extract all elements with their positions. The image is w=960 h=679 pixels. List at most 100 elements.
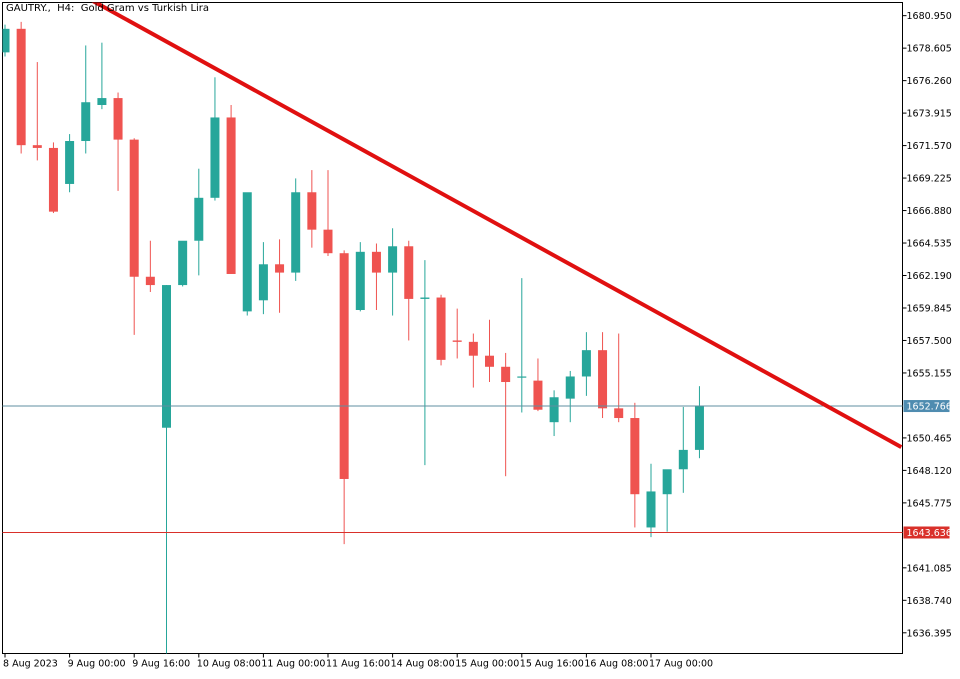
y-tick-label: 1664.535 bbox=[907, 239, 952, 250]
candle-body bbox=[355, 251, 365, 310]
x-tick-label: 11 Aug 16:00 bbox=[326, 659, 390, 670]
bullish-candle bbox=[291, 178, 301, 281]
bullish-candle bbox=[565, 370, 575, 423]
candle-body bbox=[291, 192, 301, 273]
price-tag-bg bbox=[903, 400, 950, 413]
candle-body bbox=[404, 246, 414, 299]
bearish-candle bbox=[371, 243, 381, 310]
bearish-candle bbox=[485, 319, 494, 383]
candle-body bbox=[307, 192, 317, 230]
price-tag-bg bbox=[903, 526, 950, 539]
y-tick-label: 1657.500 bbox=[907, 336, 952, 347]
candle-body bbox=[162, 285, 171, 428]
candle-body bbox=[242, 192, 252, 312]
candle-body bbox=[339, 253, 349, 479]
candle-body bbox=[113, 98, 123, 140]
bearish-candle bbox=[226, 104, 236, 274]
x-tick-label: 11 Aug 00:00 bbox=[261, 659, 325, 670]
x-axis: 8 Aug 2023 9 Aug 00:00 9 Aug 16:00 10 Aug 0… bbox=[3, 653, 713, 670]
bullish-candle bbox=[2, 24, 10, 57]
bearish-candle bbox=[436, 294, 446, 366]
x-tick-label: 10 Aug 08:00 bbox=[197, 659, 261, 670]
downtrend-line bbox=[91, 2, 903, 449]
symbol-title: GAUTRY., H4: Gold Gram vs Turkish Lira bbox=[6, 3, 210, 14]
y-tick-label: 1666.880 bbox=[907, 206, 952, 217]
y-tick-label: 1636.395 bbox=[907, 628, 952, 639]
bullish-candle bbox=[388, 228, 398, 316]
bearish-candle bbox=[16, 21, 26, 154]
bearish-candle bbox=[339, 250, 349, 545]
y-tick-label: 1673.915 bbox=[907, 109, 952, 120]
candle-body bbox=[565, 376, 575, 399]
candle-body bbox=[388, 246, 398, 273]
bullish-candle bbox=[355, 242, 365, 312]
candle-body bbox=[662, 469, 672, 495]
bearish-candle bbox=[145, 240, 155, 292]
candle-body bbox=[226, 117, 236, 274]
x-tick-label: 15 Aug 00:00 bbox=[455, 659, 519, 670]
x-tick-label: 9 Aug 00:00 bbox=[68, 659, 126, 670]
candle-body bbox=[275, 264, 285, 273]
candle-body bbox=[468, 341, 478, 356]
bearish-candle bbox=[614, 333, 624, 423]
bullish-candle bbox=[581, 332, 591, 396]
candle-body bbox=[646, 491, 656, 528]
x-tick-label: 15 Aug 16:00 bbox=[520, 659, 584, 670]
y-tick-label: 1638.740 bbox=[907, 596, 952, 607]
candle-body bbox=[48, 147, 58, 212]
y-tick-label: 1645.775 bbox=[907, 498, 952, 509]
bullish-candle bbox=[162, 285, 171, 654]
y-tick-label: 1659.845 bbox=[907, 303, 952, 314]
bearish-candle bbox=[533, 358, 543, 412]
candle-body bbox=[452, 340, 462, 342]
bearish-candle bbox=[404, 240, 414, 341]
current-price-tag: 1652.766 bbox=[903, 400, 952, 413]
bearish-candle bbox=[275, 239, 285, 313]
candle-body bbox=[210, 117, 220, 198]
candle-body bbox=[32, 145, 42, 148]
plot-frame bbox=[2, 2, 903, 654]
bearish-candle bbox=[323, 170, 333, 256]
candle-body bbox=[501, 366, 511, 383]
y-tick-label: 1662.190 bbox=[907, 271, 952, 282]
bullish-candle bbox=[694, 386, 704, 459]
bearish-candle bbox=[48, 142, 58, 214]
candle-body bbox=[485, 355, 494, 367]
bullish-candle bbox=[242, 192, 252, 316]
bullish-candle bbox=[210, 77, 220, 201]
bullish-candle bbox=[194, 168, 204, 276]
y-tick-label: 1680.950 bbox=[907, 11, 952, 22]
candle-body bbox=[678, 449, 688, 470]
bullish-candle bbox=[549, 390, 559, 437]
candle-body bbox=[581, 350, 591, 377]
bullish-candle bbox=[178, 240, 188, 287]
bearish-candle bbox=[452, 308, 462, 359]
y-tick-label: 1676.260 bbox=[907, 76, 952, 87]
bullish-candle bbox=[646, 463, 656, 538]
candle-body bbox=[65, 141, 75, 184]
y-tick-label: 1678.605 bbox=[907, 44, 952, 55]
bullish-candle bbox=[662, 469, 672, 532]
y-axis: 1680.950 1678.605 1676.260 1673.915 1671.570… bbox=[902, 11, 952, 639]
bullish-candle bbox=[678, 406, 688, 493]
candles-layer bbox=[2, 21, 704, 654]
bearish-candle bbox=[598, 332, 608, 419]
candle-body bbox=[2, 28, 10, 53]
x-tick-label: 14 Aug 08:00 bbox=[391, 659, 455, 670]
y-tick-label: 1641.085 bbox=[907, 563, 952, 574]
bullish-candle bbox=[517, 278, 527, 413]
support-price-tag: 1643.636 bbox=[903, 526, 952, 539]
price-tag-label: 1643.636 bbox=[907, 528, 952, 539]
candle-body bbox=[97, 98, 107, 105]
candle-body bbox=[614, 408, 624, 419]
bearish-candle bbox=[113, 92, 123, 191]
candle-body bbox=[533, 380, 543, 410]
y-tick-label: 1671.570 bbox=[907, 141, 952, 152]
x-tick-label: 17 Aug 00:00 bbox=[649, 659, 713, 670]
bullish-candle bbox=[81, 45, 91, 154]
bearish-candle bbox=[501, 352, 511, 477]
candle-body bbox=[694, 405, 704, 450]
bullish-candle bbox=[97, 42, 107, 110]
